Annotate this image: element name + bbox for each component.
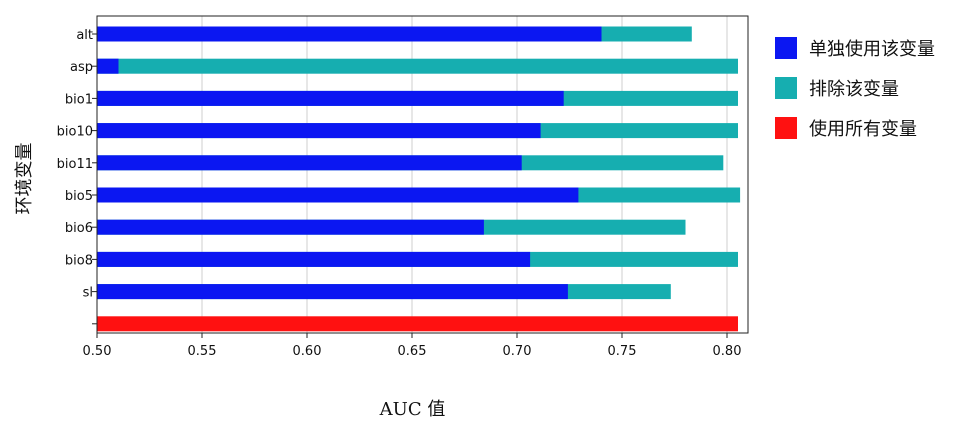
x-axis-title: AUC 值 [379,399,446,420]
y-axis-title: 环境变量 [14,143,35,215]
y-tick-label: alt [76,28,93,43]
bar-bio10-s0 [97,123,541,139]
y-tick-label: bio11 [57,157,93,172]
legend-swatch [775,37,797,59]
y-tick-label: bio10 [57,125,93,140]
x-tick-label: 0.55 [188,344,217,359]
bar-bio11-s0 [97,155,522,171]
x-tick-label: 0.75 [608,344,637,359]
y-tick-label: sl [83,286,93,301]
legend-label: 单独使用该变量 [809,39,935,60]
bar-alt-s0 [97,26,602,42]
bar-all-s2 [97,316,738,332]
plot-frame [96,15,749,334]
bar-bio1-s0 [97,90,564,106]
y-tick-label: bio1 [65,92,93,107]
bar-bio6-s0 [97,219,484,235]
bar-bio5-s0 [97,187,579,203]
legend-swatch [775,77,797,99]
legend-label: 排除该变量 [809,79,899,100]
bar-asp-s1 [97,58,738,74]
y-tick-label: asp [70,60,93,75]
y-tick-label: bio5 [65,189,93,204]
x-tick-label: 0.70 [503,344,532,359]
bar-sl-s0 [97,284,568,300]
y-tick-labels: alt asp bio1 bio10 bio11 bio5 bio6 bio8 sl [57,28,97,325]
bar-asp-s0 [97,58,119,74]
bars [97,26,741,332]
legend-label: 使用所有变量 [809,119,917,140]
x-tick-label: 0.65 [398,344,427,359]
bar-bio8-s0 [97,251,531,267]
legend-swatch [775,117,797,139]
x-tick-labels: 0.50 0.55 0.60 0.65 0.70 0.75 0.80 [83,333,742,359]
y-tick-label: bio8 [65,253,93,268]
x-tick-label: 0.80 [713,344,742,359]
x-tick-label: 0.60 [293,344,322,359]
y-tick-label: bio6 [65,221,93,236]
x-tick-label: 0.50 [83,344,112,359]
